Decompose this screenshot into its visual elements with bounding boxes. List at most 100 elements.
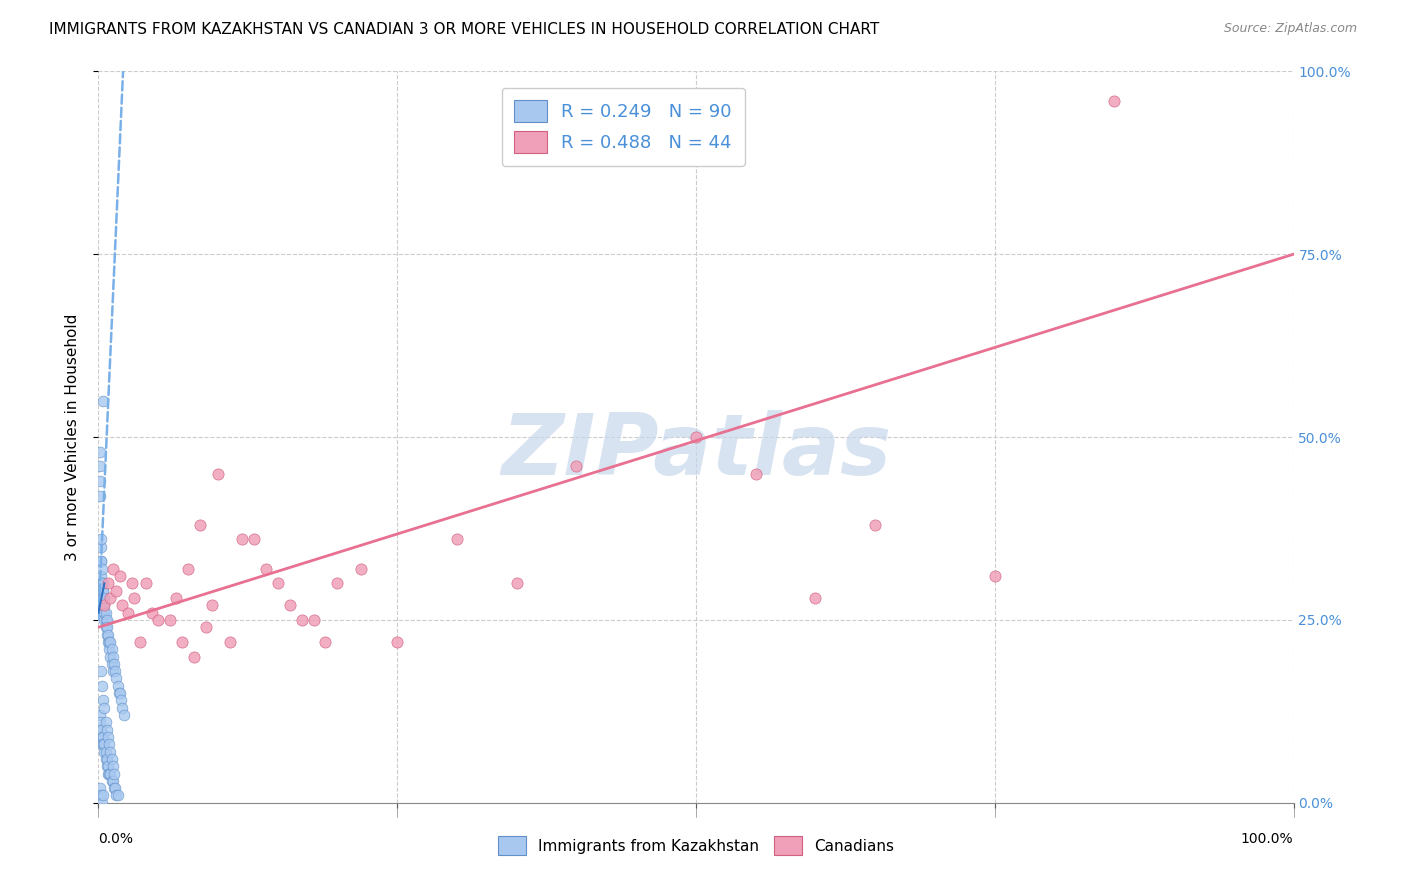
Point <box>90 723 112 737</box>
Point <box>201 599 224 613</box>
Point <box>231 533 253 547</box>
Point <box>96 752 118 766</box>
Point <box>685 430 707 444</box>
Point <box>93 737 115 751</box>
Point <box>165 591 187 605</box>
Point <box>91 599 114 613</box>
Point <box>207 467 229 481</box>
Point <box>91 737 114 751</box>
Point <box>302 613 325 627</box>
Point <box>91 562 114 576</box>
Point <box>100 752 122 766</box>
Point <box>105 789 128 803</box>
Point <box>100 773 122 788</box>
Point <box>91 693 114 707</box>
Point <box>90 789 112 803</box>
Point <box>101 649 124 664</box>
Point <box>565 459 588 474</box>
Point <box>90 540 112 554</box>
Point <box>188 517 211 532</box>
Point <box>108 569 131 583</box>
Point <box>865 517 887 532</box>
Point <box>93 745 115 759</box>
Point <box>87 591 110 605</box>
Point <box>108 686 131 700</box>
Point <box>91 789 114 803</box>
Point <box>97 766 120 780</box>
Point <box>107 686 129 700</box>
Point <box>90 533 112 547</box>
Point <box>91 583 114 598</box>
Point <box>195 620 218 634</box>
Point <box>90 664 112 678</box>
Point <box>89 781 111 796</box>
Point <box>96 627 118 641</box>
Point <box>98 649 122 664</box>
Point <box>98 635 121 649</box>
Point <box>91 576 114 591</box>
Point <box>96 620 118 634</box>
Point <box>91 737 114 751</box>
Text: Source: ZipAtlas.com: Source: ZipAtlas.com <box>1223 22 1357 36</box>
Point <box>93 599 115 613</box>
Point <box>326 576 349 591</box>
Point <box>111 599 134 613</box>
Point <box>315 635 337 649</box>
Point <box>93 700 115 714</box>
Point <box>91 576 114 591</box>
Point <box>94 752 117 766</box>
Point <box>90 569 112 583</box>
Point <box>98 635 122 649</box>
Point <box>101 773 124 788</box>
Point <box>101 562 124 576</box>
Point <box>984 569 1007 583</box>
Point <box>90 723 112 737</box>
Text: IMMIGRANTS FROM KAZAKHSTAN VS CANADIAN 3 OR MORE VEHICLES IN HOUSEHOLD CORRELATI: IMMIGRANTS FROM KAZAKHSTAN VS CANADIAN 3… <box>49 22 880 37</box>
Point <box>103 766 125 780</box>
Point <box>100 642 122 657</box>
Point <box>254 562 277 576</box>
Point <box>91 591 114 605</box>
Point <box>243 533 266 547</box>
Point <box>91 393 114 408</box>
Point <box>94 620 117 634</box>
Point <box>91 796 114 810</box>
Point <box>97 576 120 591</box>
Point <box>98 766 121 780</box>
Point <box>100 657 122 671</box>
Point <box>89 474 111 488</box>
Point <box>267 576 290 591</box>
Point <box>506 576 529 591</box>
Point <box>291 613 314 627</box>
Point <box>89 459 111 474</box>
Point <box>159 613 181 627</box>
Point <box>93 613 115 627</box>
Point <box>94 745 117 759</box>
Legend: Immigrants from Kazakhstan, Canadians: Immigrants from Kazakhstan, Canadians <box>492 830 900 861</box>
Point <box>141 606 163 620</box>
Point <box>148 613 170 627</box>
Point <box>98 591 122 605</box>
Point <box>97 635 120 649</box>
Point <box>89 715 111 730</box>
Point <box>117 606 139 620</box>
Point <box>90 554 112 568</box>
Point <box>97 759 120 773</box>
Point <box>98 642 121 657</box>
Point <box>107 789 129 803</box>
Point <box>96 613 118 627</box>
Point <box>90 554 112 568</box>
Point <box>98 745 122 759</box>
Point <box>129 635 152 649</box>
Point <box>107 679 129 693</box>
Point <box>278 599 301 613</box>
Point <box>89 708 111 723</box>
Point <box>94 715 117 730</box>
Point <box>110 693 132 707</box>
Point <box>172 635 194 649</box>
Point <box>183 649 205 664</box>
Point <box>104 664 127 678</box>
Point <box>112 708 135 723</box>
Point <box>93 606 115 620</box>
Point <box>91 591 114 605</box>
